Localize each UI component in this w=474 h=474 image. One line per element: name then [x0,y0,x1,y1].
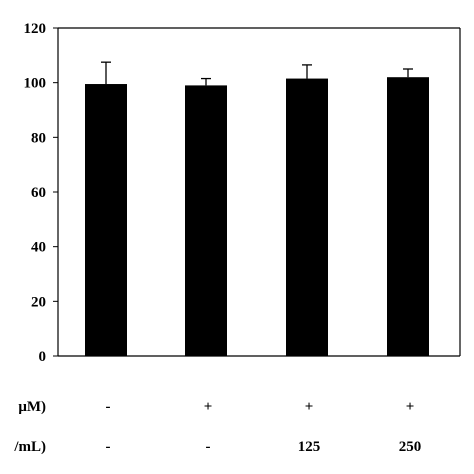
y-tick-label: 100 [24,76,47,92]
row-label-2: /mL) [13,439,46,455]
y-axis-ticks: 0 20 40 60 80 100 120 [24,21,58,365]
y-tick-label: 120 [24,21,47,37]
row-2-cell-1: - [106,439,111,455]
bar-2 [185,85,227,357]
error-bars-group [101,61,413,86]
axes [57,27,461,357]
row-2-cell-2: - [206,439,211,455]
row-2-cell-3: 125 [298,439,321,455]
bars-group [85,77,429,357]
y-tick-label: 60 [31,185,46,201]
row-1-cell-3: + [305,399,314,415]
row-1-cell-2: + [204,399,213,415]
bar-3 [286,78,328,357]
y-tick-label: 0 [39,349,47,365]
row-1-cell-1: - [106,399,111,415]
y-tick-label: 80 [31,130,46,146]
y-tick-label: 40 [31,240,46,256]
condition-rows: μM) /mL) - + + + - - 125 250 [13,399,421,455]
bar-4 [387,77,429,356]
bar-1 [85,84,127,357]
row-2-cell-4: 250 [399,439,422,455]
row-1-cell-4: + [406,399,415,415]
y-tick-label: 20 [31,294,46,310]
row-label-1: μM) [18,399,46,415]
